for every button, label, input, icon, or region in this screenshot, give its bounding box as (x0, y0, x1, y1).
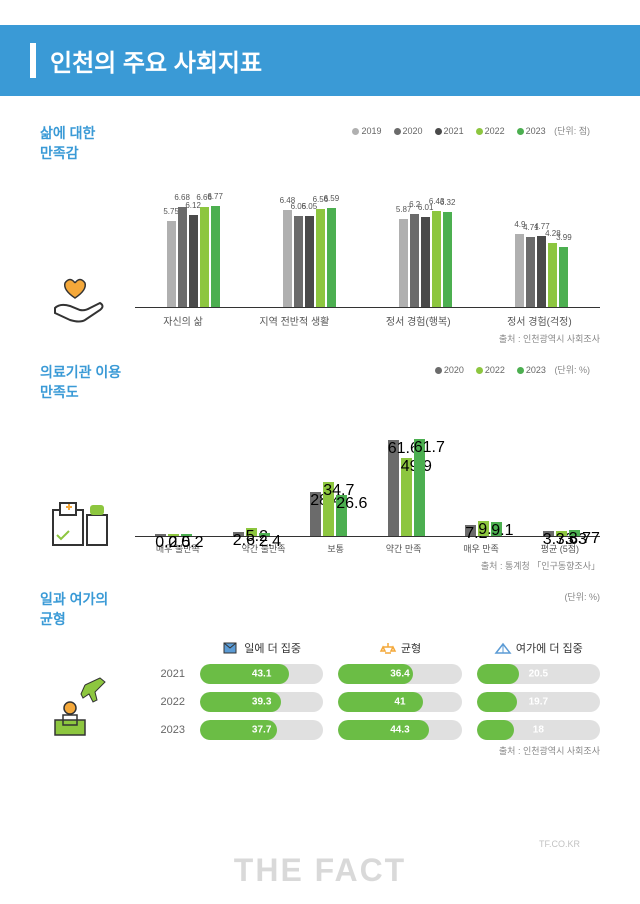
sec1-categories: 자신의 삶 지역 전반적 생활 정서 경험(행복) 정서 경험(걱정) (135, 313, 600, 328)
bar-group: 6.486.056.056.566.59 (283, 208, 336, 307)
bar-group: 5.756.686.126.666.77 (167, 206, 220, 308)
bar: 61.6 (388, 440, 399, 537)
bar: 6.05 (294, 216, 303, 307)
sec2-source: 출처 : 통계청 「인구동향조사」 (40, 559, 600, 572)
sec2-bars: 0.20.50.2 2.65.22.4 28.434.726.6 61.649.961… (135, 407, 600, 537)
bar: 7.2 (465, 525, 476, 536)
sec3-title: 일과 여가의균형 (40, 590, 108, 629)
bar: 6.66 (200, 207, 209, 307)
page-title: 인천의 주요 사회지표 (30, 43, 610, 78)
sec1-legend: 20192020202120222023 (단위: 점) (340, 124, 600, 137)
balance-pill: 39.3 (200, 692, 323, 712)
category-label: 약간 만족 (386, 542, 422, 555)
bar: 6.2 (410, 214, 419, 307)
category-label: 보통 (327, 542, 344, 555)
bar: 6.56 (316, 209, 325, 307)
section-work-leisure: 일과 여가의균형 (단위: %) 일에 더 집중 균형 여가에 더 집중 2021 43… (0, 582, 640, 766)
bar: 4.9 (515, 234, 524, 308)
bar: 4.71 (526, 237, 535, 308)
section-life-satisfaction: 삶에 대한만족감 20192020202120222023 (단위: 점) 5.… (0, 116, 640, 355)
bar: 6.59 (327, 208, 336, 307)
section-medical-satisfaction: 의료기관 이용만족도 202020222023 (단위: %) 0.20.50.… (0, 355, 640, 582)
sec1-bars: 5.756.686.126.666.776.486.056.056.566.59… (135, 168, 600, 308)
balance-pill: 18 (477, 720, 600, 740)
bar: 6.68 (178, 207, 187, 307)
bar-group: 7.29.79.1 (465, 521, 502, 536)
watermark-url: TF.CO.KR (539, 839, 580, 849)
balance-pill: 41 (338, 692, 461, 712)
bar: 3.73 (543, 531, 554, 537)
balance-pill: 37.7 (200, 720, 323, 740)
bar: 0.5 (168, 534, 179, 536)
category-label: 정서 경험(행복) (386, 313, 451, 328)
bar: 3.63 (556, 531, 567, 537)
bar-group: 5.876.26.016.436.32 (399, 211, 452, 307)
bar: 9.1 (491, 522, 502, 536)
bar: 0.2 (181, 534, 192, 536)
balance-header: 여가에 더 집중 (477, 640, 600, 656)
bar: 5.75 (167, 221, 176, 307)
sec2-legend: 202020222023 (단위: %) (423, 363, 600, 376)
year-label: 2021 (135, 668, 185, 680)
sec2-categories: 매우 불만족약간 불만족보통약간 만족매우 만족평균 (5점) (135, 542, 600, 555)
bar: 6.01 (421, 217, 430, 307)
bar: 6.43 (432, 211, 441, 307)
bar-group: 28.434.726.6 (310, 482, 347, 537)
sec2-title: 의료기관 이용만족도 (40, 363, 121, 402)
bar-group: 3.733.633.77 (543, 530, 580, 536)
hospital-icon (40, 495, 120, 555)
bar: 5.2 (246, 528, 257, 536)
bar: 61.7 (414, 439, 425, 536)
title-band: 인천의 주요 사회지표 (0, 25, 640, 96)
bar: 26.6 (336, 495, 347, 537)
bar: 2.4 (259, 533, 270, 537)
heart-hand-icon (40, 268, 120, 328)
sec1-source: 출처 : 인천광역시 사회조사 (40, 332, 600, 345)
bar: 4.28 (548, 243, 557, 307)
sec3-grid: 일에 더 집중 균형 여가에 더 집중 2021 43.1 36.4 20.5 2022 39.… (135, 640, 600, 740)
balance-pill: 19.7 (477, 692, 600, 712)
sec1-title: 삶에 대한만족감 (40, 124, 95, 163)
bar: 3.99 (559, 247, 568, 307)
balance-pill: 44.3 (338, 720, 461, 740)
bar: 6.12 (189, 215, 198, 307)
balance-header: 일에 더 집중 (200, 640, 323, 656)
bar: 6.05 (305, 216, 314, 307)
work-travel-icon (40, 670, 120, 740)
bar: 34.7 (323, 482, 334, 537)
bar: 9.7 (478, 521, 489, 536)
category-label: 정서 경험(걱정) (507, 313, 572, 328)
sec3-unit: (단위: %) (564, 590, 600, 603)
balance-header: 균형 (338, 640, 461, 656)
bar-group: 61.649.961.7 (388, 439, 425, 536)
year-label: 2023 (135, 724, 185, 736)
balance-pill: 20.5 (477, 664, 600, 684)
bar: 49.9 (401, 458, 412, 536)
bar: 5.87 (399, 219, 408, 307)
bar: 0.2 (155, 534, 166, 536)
bar: 6.77 (211, 206, 220, 308)
sec3-source: 출처 : 인천광역시 사회조사 (40, 744, 600, 757)
bar: 3.77 (569, 530, 580, 536)
bar-group: 2.65.22.4 (233, 528, 270, 536)
bar: 4.77 (537, 236, 546, 308)
year-label: 2022 (135, 696, 185, 708)
balance-pill: 36.4 (338, 664, 461, 684)
watermark: THE FACT (234, 852, 406, 889)
bar: 6.48 (283, 210, 292, 307)
bar-group: 4.94.714.774.283.99 (515, 234, 568, 308)
bar: 6.32 (443, 212, 452, 307)
category-label: 자신의 삶 (163, 313, 203, 328)
bar: 2.6 (233, 532, 244, 536)
category-label: 매우 만족 (463, 542, 499, 555)
bar: 28.4 (310, 492, 321, 537)
balance-pill: 43.1 (200, 664, 323, 684)
bar-group: 0.20.50.2 (155, 534, 192, 536)
category-label: 지역 전반적 생활 (259, 313, 329, 328)
